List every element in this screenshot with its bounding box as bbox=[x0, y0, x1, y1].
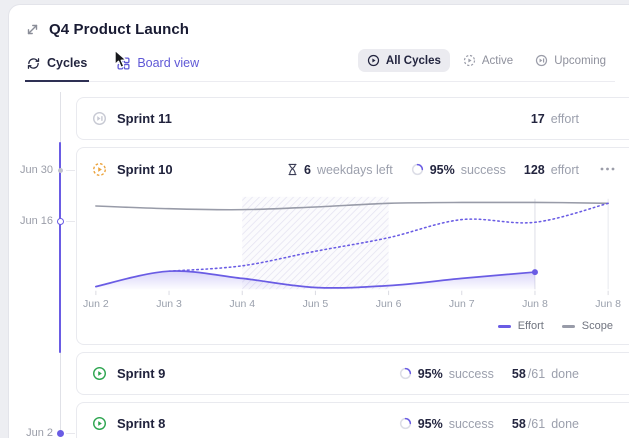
cycle-row-sprint-9[interactable]: Sprint 9 95% success 58/61 done bbox=[76, 352, 629, 395]
success-stat: 95% success bbox=[399, 367, 494, 381]
tab-cycles-label: Cycles bbox=[47, 56, 88, 70]
tab-cycles[interactable]: Cycles bbox=[25, 56, 90, 82]
hourglass-icon bbox=[287, 163, 298, 176]
filter-upcoming-label: Upcoming bbox=[554, 54, 606, 67]
success-stat: 95% success bbox=[411, 163, 506, 177]
x-axis-label: Jun 7 bbox=[448, 298, 475, 310]
effort-marker-dot bbox=[531, 269, 538, 276]
done-stat: 58/61 done bbox=[511, 416, 579, 431]
sprint-name: Sprint 10 bbox=[117, 162, 173, 177]
effort-stat: 128 effort bbox=[523, 162, 579, 177]
active-cycle-icon bbox=[92, 162, 107, 177]
cycle-filters: All Cycles Active Upcoming bbox=[357, 49, 615, 81]
scope-line bbox=[95, 201, 609, 211]
play-dashed-circle-icon bbox=[463, 54, 476, 67]
tab-board-view[interactable]: Board view bbox=[115, 56, 201, 82]
cycles-icon bbox=[27, 57, 40, 70]
filter-active[interactable]: Active bbox=[454, 49, 522, 72]
weekdays-left-stat: 6 weekdays left bbox=[287, 163, 393, 177]
x-axis-label: Jun 5 bbox=[302, 298, 329, 310]
done-stat: 58/61 done bbox=[511, 366, 579, 381]
weekend-band bbox=[242, 196, 389, 290]
axis-ticks bbox=[95, 290, 609, 296]
play-next-circle-icon bbox=[535, 54, 548, 67]
play-circle-icon bbox=[367, 54, 380, 67]
legend-swatch bbox=[561, 324, 575, 328]
tab-board-view-label: Board view bbox=[137, 56, 200, 70]
legend-item: Scope bbox=[561, 320, 613, 332]
cycles-panel: Q4 Product Launch Cycles Board view bbox=[8, 4, 629, 438]
progress-ring-icon bbox=[411, 163, 424, 176]
cycle-row-sprint-10[interactable]: Sprint 10 6 weekdays left 95% bbox=[76, 147, 629, 345]
effort-line bbox=[94, 270, 536, 289]
cycle-row-sprint-11[interactable]: Sprint 11 17 effort bbox=[76, 97, 629, 140]
x-axis-label: Jun 8 bbox=[522, 298, 548, 310]
progress-ring-icon bbox=[399, 367, 412, 380]
done-cycle-icon bbox=[92, 366, 107, 381]
sprint-name: Sprint 11 bbox=[117, 111, 172, 126]
filter-all-cycles-label: All Cycles bbox=[385, 54, 441, 67]
cycle-row-sprint-8[interactable]: Sprint 8 95% success 58/61 done bbox=[76, 402, 629, 438]
x-axis-label: Jun 2 bbox=[83, 298, 109, 310]
legend-item: Effort bbox=[497, 320, 544, 332]
success-stat: 95% success bbox=[399, 417, 494, 431]
x-axis-label: Jun 6 bbox=[375, 298, 402, 310]
done-cycle-icon bbox=[92, 416, 107, 431]
burnup-chart bbox=[77, 191, 629, 297]
x-axis-label: Jun 3 bbox=[156, 298, 182, 310]
x-axis-labels: Jun 2 Jun 3 Jun 4 Jun 5 Jun 6 Jun 7 Jun 8 Jun 8 bbox=[83, 298, 621, 312]
more-menu-icon[interactable] bbox=[595, 160, 619, 178]
sprint-name: Sprint 8 bbox=[117, 416, 166, 431]
page-title: Q4 Product Launch bbox=[49, 20, 190, 38]
filter-all-cycles[interactable]: All Cycles bbox=[357, 49, 450, 72]
filter-upcoming[interactable]: Upcoming bbox=[526, 49, 615, 72]
sprint-name: Sprint 9 bbox=[117, 366, 166, 381]
effort-stat: 17 effort bbox=[530, 111, 579, 126]
effort-area-fill bbox=[95, 270, 535, 290]
filter-active-label: Active bbox=[481, 54, 514, 67]
x-axis-label: Jun 4 bbox=[229, 298, 256, 310]
tab-bar: Cycles Board view All Cycles bbox=[25, 49, 615, 82]
legend-swatch bbox=[497, 324, 511, 328]
board-grid-icon bbox=[117, 56, 130, 70]
chart-legend: Effort Scope bbox=[77, 320, 613, 332]
burnup-chart-svg bbox=[94, 196, 609, 296]
x-axis-label: Jun 8 bbox=[595, 298, 621, 310]
expand-icon[interactable] bbox=[25, 22, 40, 37]
projected-line bbox=[168, 202, 609, 272]
timeline-active-segment bbox=[59, 142, 61, 353]
upcoming-cycle-icon bbox=[92, 111, 107, 126]
header: Q4 Product Launch Cycles Board view bbox=[9, 5, 629, 82]
progress-ring-icon bbox=[399, 417, 412, 430]
